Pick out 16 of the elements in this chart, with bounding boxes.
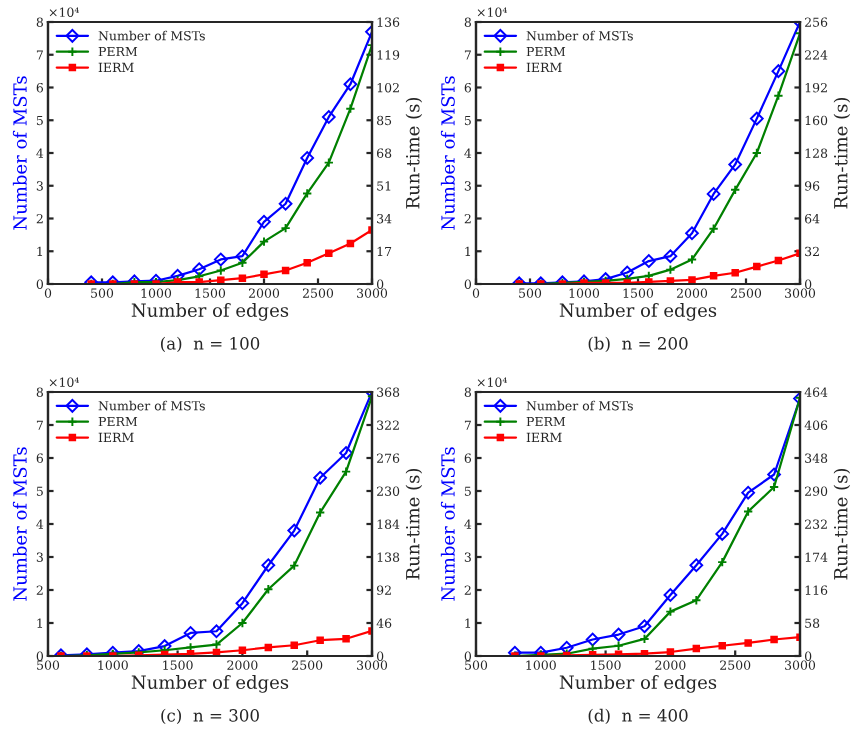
x-axis-title: Number of edges <box>131 303 289 321</box>
y-axis-title: Number of MSTs <box>12 447 27 601</box>
x-axis-title: Number of edges <box>131 675 289 693</box>
y-axis-title: Number of MSTs <box>12 76 27 230</box>
y2-axis-title: Run-time (s) <box>405 468 423 580</box>
text: (c) n = 300 <box>161 708 259 725</box>
y2-axis-title: Run-time (s) <box>833 468 851 580</box>
y-axis-title: Number of MSTs <box>440 447 455 601</box>
text: (a) n = 100 <box>161 336 260 353</box>
text: (d) n = 400 <box>588 708 688 725</box>
y2-axis-title: Run-time (s) <box>833 97 851 209</box>
x-axis-title: Number of edges <box>559 675 717 693</box>
y-axis-title: Number of MSTs <box>440 76 455 230</box>
text: (b) n = 200 <box>588 336 688 353</box>
y2-axis-title: Run-time (s) <box>405 97 423 209</box>
x-axis-title: Number of edges <box>559 303 717 321</box>
